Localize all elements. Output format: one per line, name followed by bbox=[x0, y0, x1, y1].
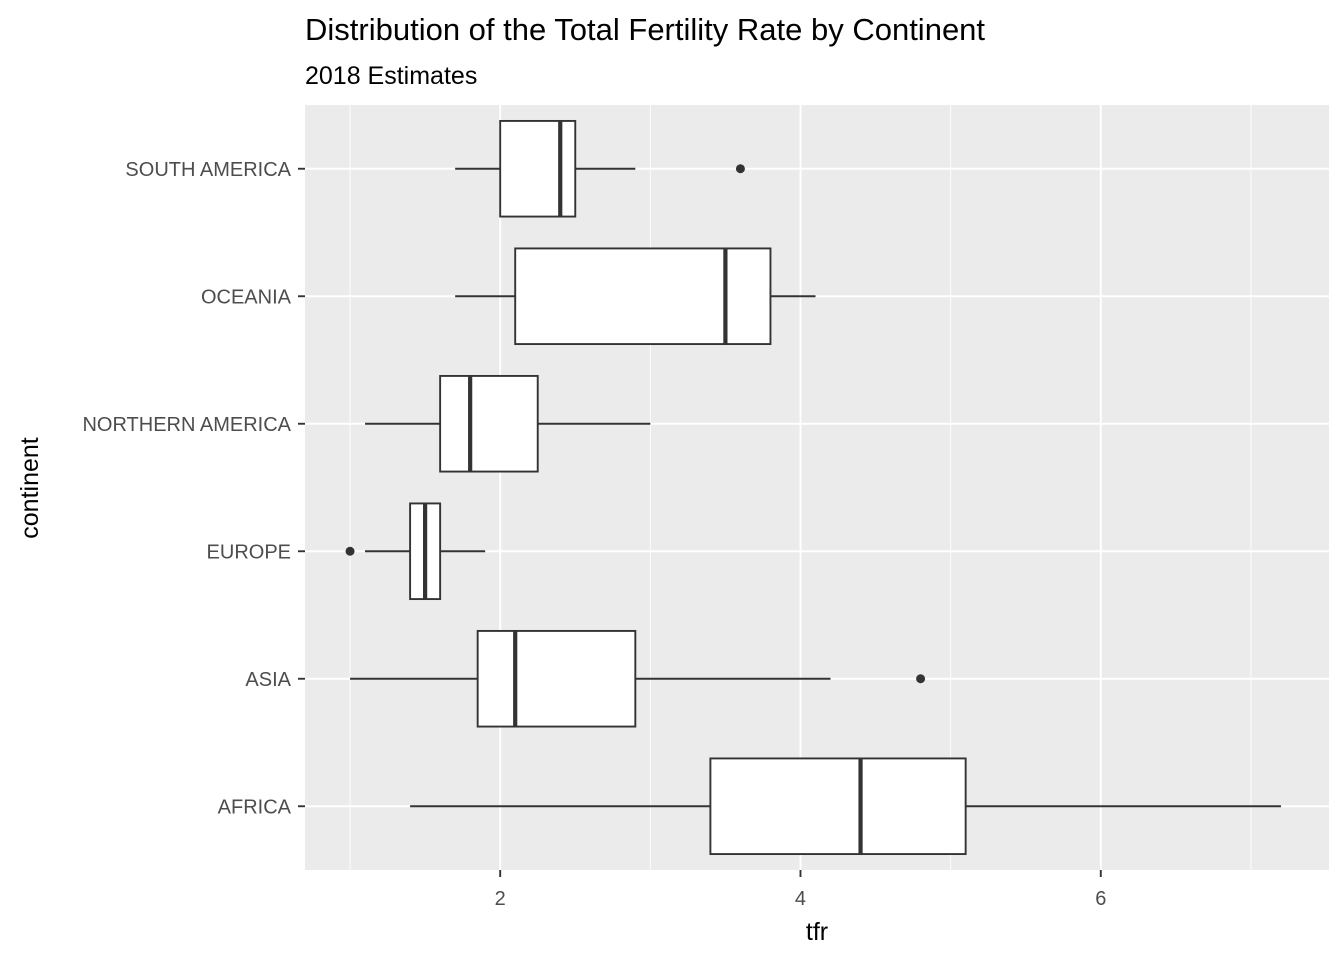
y-tick-label: SOUTH AMERICA bbox=[125, 159, 291, 181]
y-tick-label: OCEANIA bbox=[201, 286, 292, 308]
boxes-layer bbox=[345, 119, 1281, 856]
y-tick-label: ASIA bbox=[245, 669, 291, 691]
box-europe bbox=[345, 502, 486, 601]
box-asia bbox=[350, 629, 926, 728]
x-tick-label: 4 bbox=[795, 888, 806, 910]
box-iqr bbox=[499, 119, 577, 218]
chart-title: Distribution of the Total Fertility Rate… bbox=[305, 12, 985, 47]
box-iqr bbox=[514, 247, 772, 346]
box-south-america bbox=[455, 119, 745, 218]
box-iqr bbox=[476, 629, 637, 728]
y-tick-label: AFRICA bbox=[218, 796, 292, 818]
x-tick-label: 2 bbox=[495, 888, 506, 910]
y-axis-title: continent bbox=[16, 437, 44, 539]
y-axis: AFRICA ASIA EUROPE NORTHERN AMERICA OCEANIA S… bbox=[82, 159, 305, 818]
outlier-point bbox=[735, 164, 745, 174]
panel-background bbox=[305, 105, 1329, 870]
x-axis-title: tfr bbox=[806, 918, 828, 946]
y-tick-label: EUROPE bbox=[207, 541, 291, 563]
box-northern-america bbox=[365, 374, 651, 473]
plot-panel bbox=[305, 105, 1329, 870]
box-iqr bbox=[709, 757, 967, 856]
chart-subtitle: 2018 Estimates bbox=[305, 62, 477, 90]
box-africa bbox=[410, 757, 1281, 856]
box-iqr bbox=[439, 374, 539, 473]
x-axis: 2 4 6 bbox=[495, 870, 1106, 910]
outlier-point bbox=[345, 546, 355, 556]
outlier-point bbox=[916, 674, 926, 684]
y-tick-label: NORTHERN AMERICA bbox=[82, 414, 291, 436]
box-oceania bbox=[455, 247, 816, 346]
x-tick-label: 6 bbox=[1095, 888, 1106, 910]
